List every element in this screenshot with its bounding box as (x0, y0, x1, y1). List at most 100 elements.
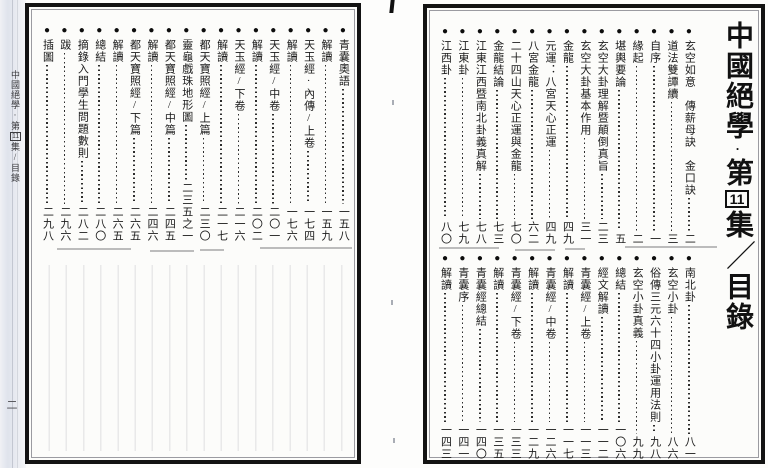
toc-entry-column: ● 解讀 二四六 (144, 25, 158, 243)
toc-entry-page: 七三 (491, 221, 504, 245)
toc-entry-page: 二 (683, 233, 696, 245)
toc-entry-title: 解讀 (215, 39, 228, 63)
dotted-leader (548, 150, 551, 219)
bullet-icon: ● (685, 253, 692, 264)
toc-entry-column: ● 玄空小卦 八六 (664, 253, 678, 461)
bleed-dash (200, 249, 224, 251)
bullet-icon: ● (633, 26, 640, 37)
dotted-leader (566, 293, 568, 422)
right-page-upper-toc: ● 玄空如意 傳薪母訣 金口訣 二 ● 道法雙譚續 三 ● 自序 一 (438, 26, 696, 246)
toc-entry-page: 一二九 (526, 424, 539, 460)
toc-entry-column: ● 靈龜戲珠地形圖 二三五之一 (179, 26, 193, 243)
toc-entry-title: 江東卦 (456, 40, 469, 76)
toc-entry-column: ● 總結 二八〇 (92, 26, 106, 243)
toc-entry-page: 六二 (526, 221, 539, 245)
bullet-icon: ● (651, 253, 658, 264)
bullet-icon: ● (616, 26, 623, 37)
bullet-icon: ● (494, 26, 501, 37)
toc-entry-title: 靈龜戲珠地形圖 (180, 39, 193, 123)
toc-entry-title: 玄空小卦 (665, 267, 678, 315)
toc-entry-title: 緣起 (631, 40, 644, 64)
bullet-icon: ● (476, 26, 483, 37)
bullet-icon: ● (668, 253, 675, 264)
toc-entry-title: 玄空大卦基本作用 (578, 40, 591, 136)
toc-entry-column: ● 江東卦 七九 (455, 27, 469, 246)
scan-speck (393, 438, 395, 443)
volume-title-text: 中國絕學 (722, 21, 753, 141)
dotted-leader (670, 102, 673, 231)
bullet-icon: ● (598, 253, 605, 264)
toc-entry-column: ● 天玉經·內傳/上卷 一七四 (301, 26, 315, 243)
toc-entry-title: 解讀 (439, 267, 452, 291)
toc-entry-title: 解讀 (491, 267, 504, 291)
toc-entry-page: 四九 (561, 221, 574, 245)
bullet-icon: ● (148, 25, 155, 36)
bullet-icon: ● (633, 253, 640, 264)
toc-entry-column: ● 青囊經/中卷 一二六 (543, 254, 557, 461)
toc-entry-page: 二四五 (163, 206, 176, 242)
toc-entry-page: 一四一 (456, 424, 469, 460)
bullet-icon: ● (651, 26, 658, 37)
bullet-icon: ● (322, 25, 329, 36)
toc-entry-column: ● 都天寶照經/上篇 二三〇 (197, 26, 211, 243)
toc-entry-column: ● 解讀 一三五 (490, 254, 504, 461)
dotted-leader (670, 317, 673, 434)
running-head-suffix: 集/目錄 (10, 142, 20, 183)
running-head-volume-box: 11 (10, 132, 21, 141)
scan-speck (391, 300, 393, 305)
dotted-leader (513, 342, 516, 422)
dotted-leader (98, 65, 101, 204)
toc-entry-page: 二三〇 (198, 206, 211, 242)
toc-entry-column: ● 解讀 一二九 (525, 254, 539, 461)
toc-entry-page: 一七六 (285, 206, 298, 242)
bullet-icon: ● (441, 26, 449, 37)
running-head-prefix: 中國絕學·第 (10, 70, 20, 131)
bullet-icon: ● (581, 253, 588, 264)
toc-entry-title: 南北卦 (683, 267, 696, 303)
dotted-leader (653, 66, 655, 231)
volume-number-box: 11 (725, 190, 749, 208)
dotted-leader (548, 342, 551, 422)
bleed-dash (260, 247, 352, 249)
bullet-icon: ● (339, 25, 346, 36)
toc-entry-column: ● 玄空大卦基本作用 三一 (577, 27, 591, 246)
toc-entry-title: 金龍結論 (491, 40, 504, 88)
toc-entry-page: 二三五之一 (180, 182, 193, 242)
toc-entry-column: ● 解讀 二六五 (110, 25, 124, 243)
dotted-leader (618, 90, 621, 231)
toc-entry-column: ● 八宮金龍 六二 (525, 27, 539, 246)
toc-entry-page: 二〇一 (267, 206, 280, 242)
bullet-icon: ● (113, 25, 120, 36)
right-page: 中國絕學·第 11 集／目錄 ● 玄空如意 傳薪母訣 金口訣 二 ● 道法雙譚續 三 (423, 4, 765, 464)
dotted-leader (566, 66, 568, 219)
toc-entry-page: 二六五 (128, 206, 141, 242)
toc-entry-column: ● 青囊序 一四一 (455, 254, 469, 461)
toc-entry-column: ● 解讀 二〇二 (249, 26, 263, 243)
dotted-leader (342, 89, 344, 204)
toc-entry-title: 解讀 (250, 39, 263, 63)
dotted-leader (272, 114, 275, 204)
toc-heading: 目錄 (722, 272, 753, 332)
toc-entry-column: ● 解讀 一一七 (560, 254, 574, 461)
bleed-dash (515, 249, 555, 251)
toc-entry-page: 七八 (474, 221, 487, 245)
toc-entry-page: 二三 (596, 221, 609, 245)
dotted-leader (237, 114, 240, 204)
toc-entry-page: 八六 (665, 436, 678, 460)
toc-entry-page: 二四六 (145, 206, 158, 242)
toc-entry-page: 一一七 (561, 424, 574, 460)
toc-entry-title: 青囊序 (456, 267, 469, 303)
toc-entry-title: 解讀 (145, 39, 158, 63)
toc-entry-title: 解讀 (111, 39, 124, 63)
toc-entry-column: ● 玄空大卦理解暨顛倒真旨 二三 (595, 27, 609, 246)
dotted-leader (635, 341, 638, 434)
dotted-leader (531, 90, 533, 219)
toc-entry-column: ● 江西卦 八〇 (438, 26, 452, 246)
bullet-icon: ● (685, 26, 692, 37)
dotted-leader (479, 174, 481, 219)
dotted-leader (496, 293, 499, 422)
bullet-icon: ● (563, 26, 570, 37)
dotted-leader (324, 65, 327, 204)
dotted-leader (46, 65, 48, 204)
toc-entry-column: ● 金龍 四九 (560, 26, 574, 246)
